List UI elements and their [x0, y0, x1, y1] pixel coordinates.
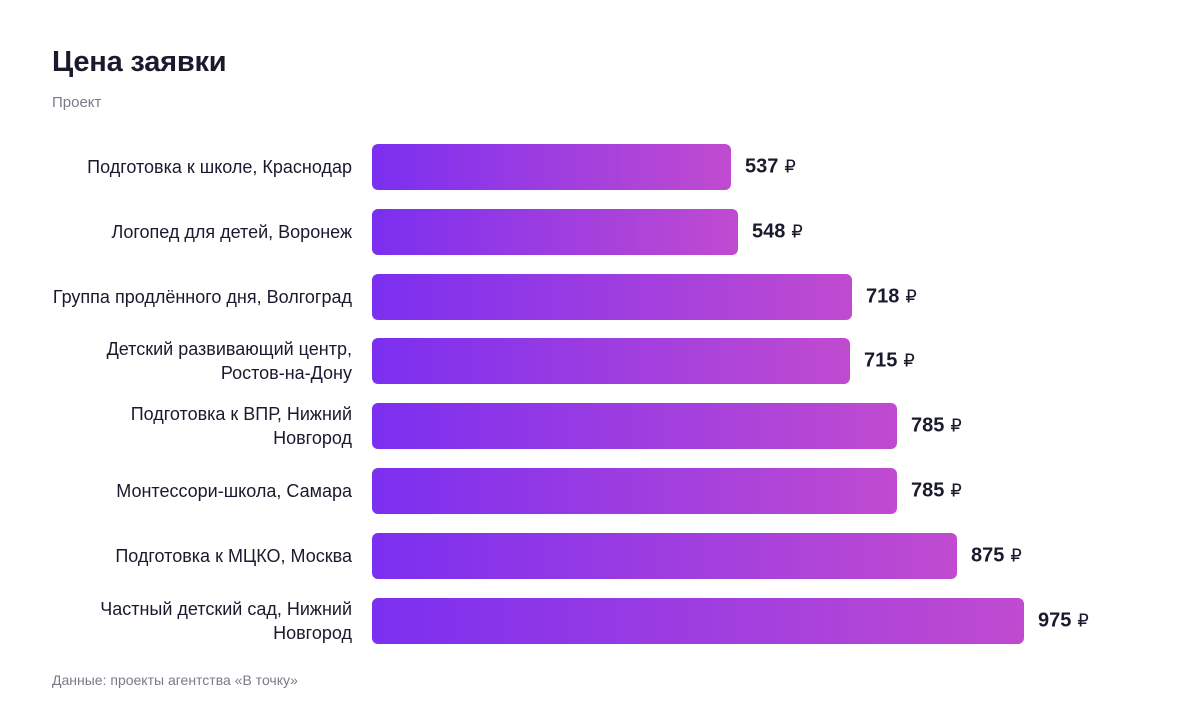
- currency-unit: ₽: [950, 480, 962, 501]
- bar: [372, 338, 850, 385]
- chart-subtitle: Проект: [52, 94, 102, 111]
- currency-unit: ₽: [791, 221, 803, 242]
- bar-row: Логопед для детей, Воронеж 548 ₽: [0, 208, 1200, 255]
- bar-row: Частный детский сад, Нижний Новгород 975 ₽: [0, 597, 1200, 644]
- value-label: 537 ₽: [745, 156, 796, 179]
- category-label: Подготовка к ВПР, Нижний Новгород: [130, 404, 352, 449]
- value-number: 785: [911, 479, 945, 502]
- value-label: 975 ₽: [1038, 609, 1089, 632]
- currency-unit: ₽: [1077, 610, 1089, 631]
- bar: [372, 208, 738, 255]
- value-label: 875 ₽: [971, 544, 1022, 567]
- bar: [372, 532, 957, 579]
- category-label: Монтессори-школа, Самара: [116, 481, 352, 501]
- bar-row: Подготовка к МЦКО, Москва 875 ₽: [0, 532, 1200, 579]
- value-number: 548: [752, 220, 786, 243]
- value-label: 718 ₽: [866, 285, 917, 308]
- bar: [372, 144, 731, 190]
- bar-row: Подготовка к ВПР, Нижний Новгород 785 ₽: [0, 403, 1200, 450]
- currency-unit: ₽: [784, 156, 796, 177]
- bar-row: Детский развивающий центр, Ростов-на-Дон…: [0, 338, 1200, 385]
- category-label: Частный детский сад, Нижний Новгород: [100, 598, 352, 643]
- bar-row: Группа продлённого дня, Волгоград 718 ₽: [0, 273, 1200, 320]
- category-label: Логопед для детей, Воронеж: [111, 221, 352, 242]
- category-label: Подготовка к школе, Краснодар: [87, 157, 352, 177]
- bar: [372, 403, 897, 450]
- currency-unit: ₽: [903, 350, 915, 371]
- bar: [372, 273, 852, 320]
- value-number: 715: [864, 349, 898, 372]
- bar: [372, 597, 1024, 644]
- chart-title: Цена заявки: [52, 46, 227, 78]
- value-number: 718: [866, 285, 900, 308]
- value-number: 975: [1038, 609, 1072, 632]
- bar: [372, 468, 897, 514]
- value-label: 785 ₽: [911, 415, 962, 438]
- currency-unit: ₽: [1010, 545, 1022, 566]
- chart-source-note: Данные: проекты агентства «В точку»: [52, 672, 298, 688]
- bar-row: Монтессори-школа, Самара 785 ₽: [0, 468, 1200, 514]
- value-number: 875: [971, 544, 1005, 567]
- value-label: 548 ₽: [752, 220, 803, 243]
- value-number: 537: [745, 155, 779, 178]
- currency-unit: ₽: [950, 415, 962, 436]
- value-label: 785 ₽: [911, 480, 962, 503]
- bar-row: Подготовка к школе, Краснодар 537 ₽: [0, 144, 1200, 190]
- value-number: 785: [911, 414, 945, 437]
- category-label: Детский развивающий центр, Ростов-на-Дон…: [106, 339, 352, 384]
- currency-unit: ₽: [905, 286, 917, 307]
- category-label: Группа продлённого дня, Волгоград: [52, 286, 352, 307]
- value-label: 715 ₽: [864, 350, 915, 373]
- category-label: Подготовка к МЦКО, Москва: [115, 545, 352, 566]
